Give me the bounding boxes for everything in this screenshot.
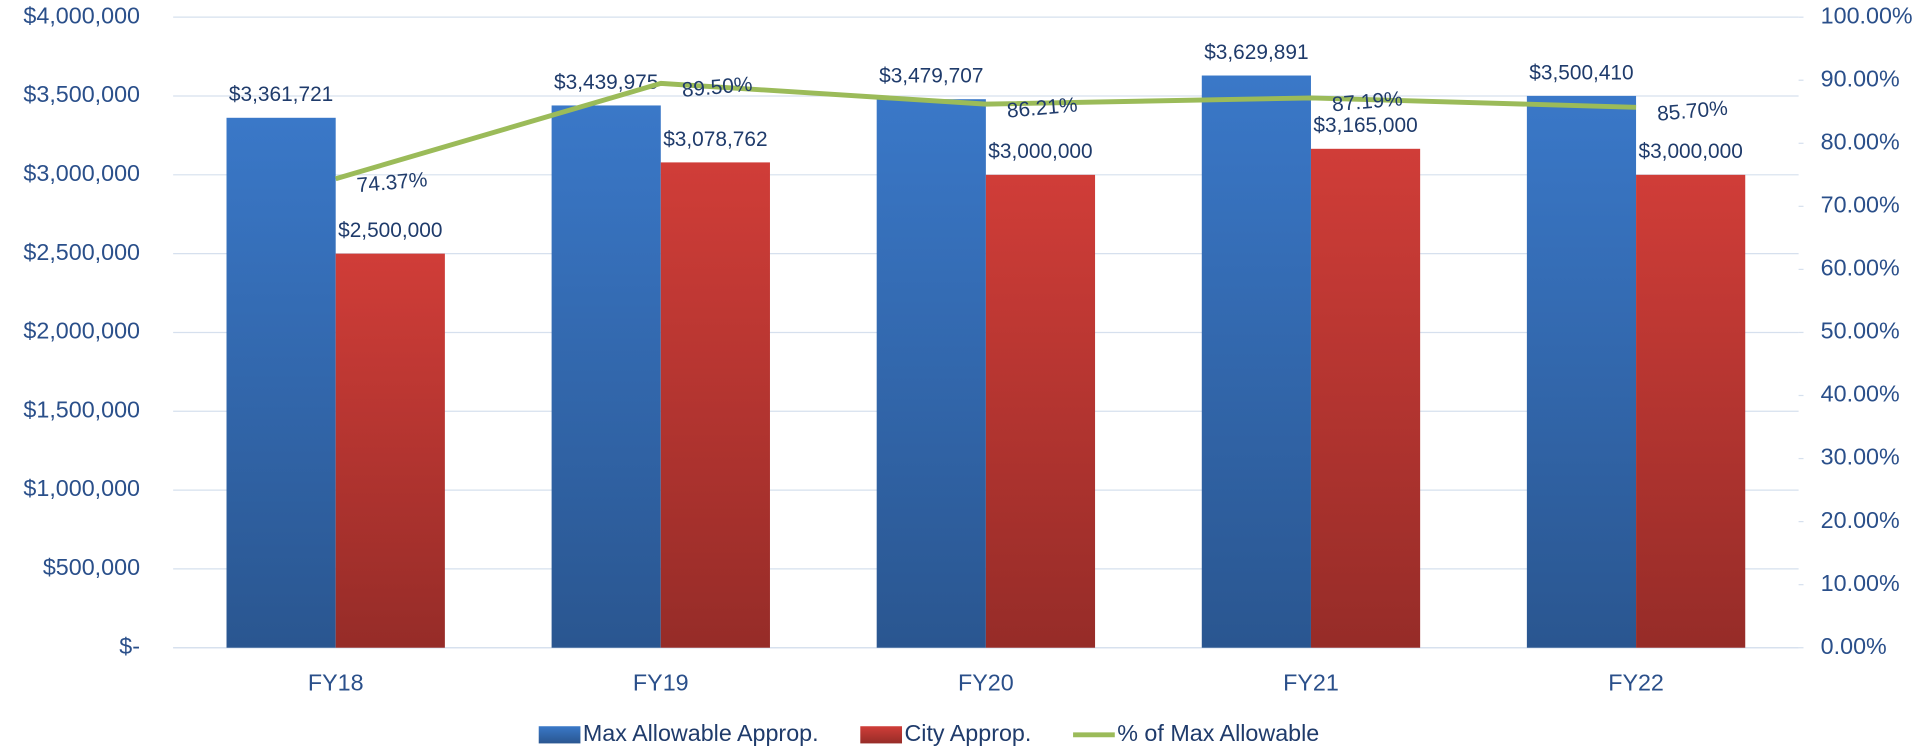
- y-tick-label: $3,000,000: [23, 160, 140, 186]
- bar-value-label: $3,000,000: [1638, 140, 1742, 163]
- bar-value-label: $2,500,000: [338, 219, 442, 242]
- y2-tick-label: 80.00%: [1821, 128, 1900, 154]
- y2-tick-label: 40.00%: [1821, 381, 1900, 407]
- bar: [985, 174, 1096, 648]
- bar: [1310, 148, 1421, 648]
- y2-tick-label: 10.00%: [1821, 570, 1900, 596]
- y-tick-label: $-: [119, 633, 140, 659]
- legend-label: % of Max Allowable: [1117, 720, 1319, 746]
- bar: [1201, 75, 1311, 648]
- bar: [335, 253, 445, 648]
- y-tick-label: $2,500,000: [23, 239, 140, 265]
- bar-value-label: $3,078,762: [663, 128, 767, 151]
- bar: [1526, 95, 1637, 648]
- x-tick-label: FY22: [1608, 670, 1664, 696]
- y2-tick-label: 30.00%: [1821, 444, 1900, 470]
- bar-value-label: $3,439,975: [554, 71, 658, 94]
- bar-value-label: $3,629,891: [1204, 41, 1308, 64]
- y-tick-label: $500,000: [43, 554, 140, 580]
- bar: [551, 105, 661, 648]
- y2-tick-label: 70.00%: [1821, 191, 1900, 217]
- line-value-label: 87.19%: [1331, 87, 1403, 116]
- legend-swatch: [860, 726, 903, 744]
- x-tick-label: FY18: [308, 670, 364, 696]
- bar: [660, 162, 770, 648]
- line-value-label: 86.21%: [1006, 94, 1078, 123]
- line: [335, 80, 1637, 182]
- line-value-label: 89.50%: [681, 73, 753, 102]
- y2-tick-label: 0.00%: [1821, 633, 1887, 659]
- legend-label: Max Allowable Approp.: [583, 720, 819, 746]
- y-tick-label: $1,500,000: [23, 396, 140, 422]
- y-tick-label: $2,000,000: [23, 318, 140, 344]
- bar: [226, 117, 336, 648]
- bar-value-label: $3,500,410: [1529, 61, 1633, 84]
- bar-value-label: $3,479,707: [879, 65, 983, 88]
- y-tick-label: $4,000,000: [23, 2, 140, 28]
- y2-tick-label: 60.00%: [1821, 255, 1900, 281]
- bar: [876, 99, 986, 648]
- y2-tick-label: 90.00%: [1821, 65, 1900, 91]
- legend-swatch: [538, 726, 581, 744]
- line-value-label: 74.37%: [356, 168, 428, 197]
- y2-tick-label: 50.00%: [1821, 318, 1900, 344]
- y2-tick-label: 100.00%: [1821, 2, 1913, 28]
- bar-value-label: $3,165,000: [1313, 114, 1417, 137]
- x-tick-label: FY20: [958, 670, 1014, 696]
- x-tick-label: FY19: [633, 670, 689, 696]
- y2-tick-label: 20.00%: [1821, 507, 1900, 533]
- line-value-label: 85.70%: [1656, 97, 1728, 126]
- bar-value-label: $3,361,721: [229, 83, 333, 106]
- y-tick-label: $3,500,000: [23, 81, 140, 107]
- bar: [1636, 174, 1746, 648]
- bar-value-label: $3,000,000: [988, 140, 1092, 163]
- legend-label: City Approp.: [904, 720, 1031, 746]
- x-tick-label: FY21: [1283, 670, 1339, 696]
- y-tick-label: $1,000,000: [23, 475, 140, 501]
